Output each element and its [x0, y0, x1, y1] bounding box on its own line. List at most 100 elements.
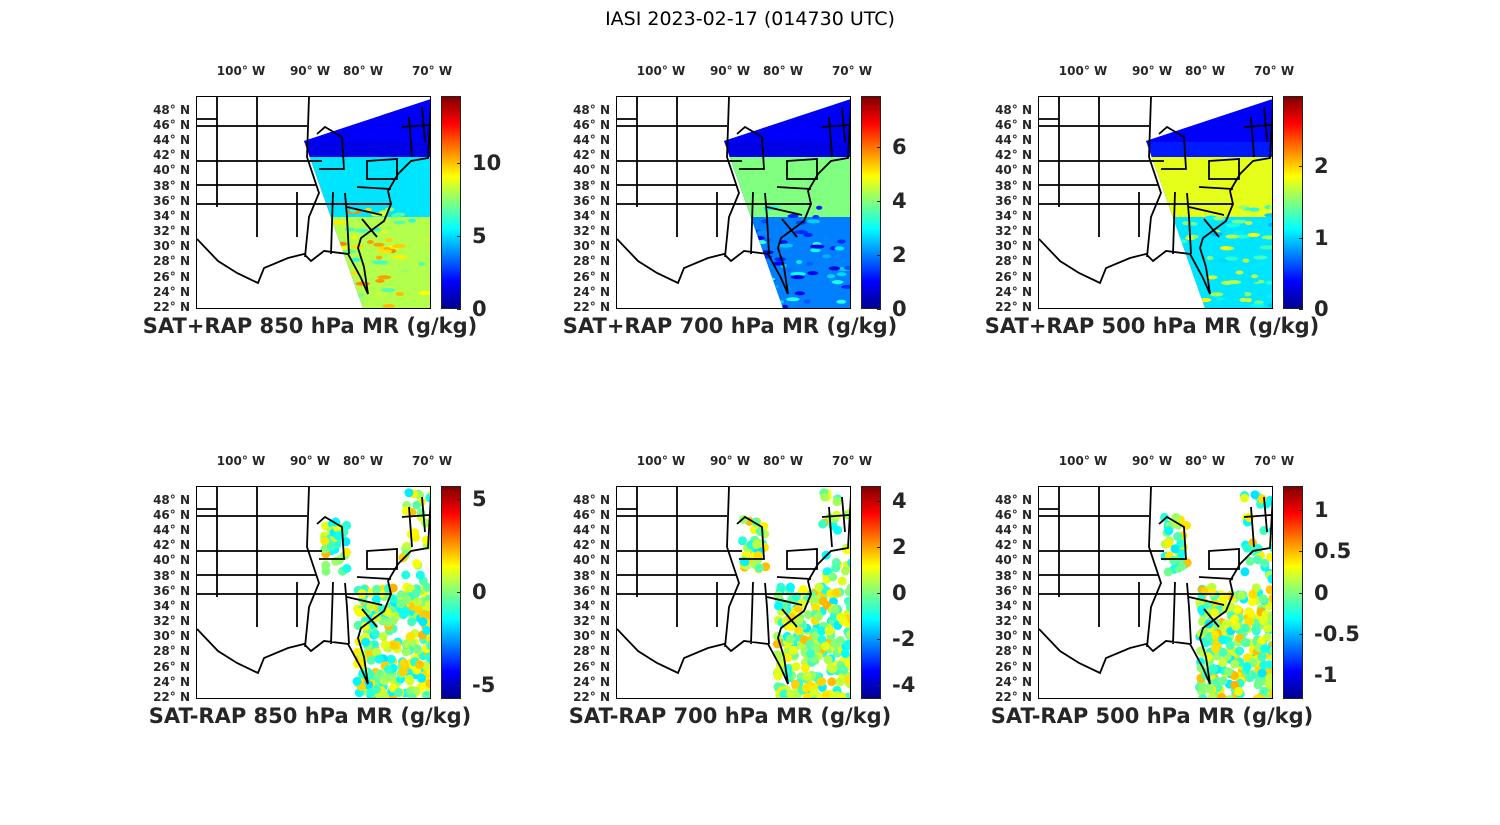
lat-tick-label: 28° N — [995, 254, 1032, 269]
map-axes — [616, 486, 851, 699]
lon-tick-label: 100° W — [1058, 454, 1108, 468]
data-point — [380, 640, 390, 650]
lat-tick-label: 48° N — [995, 492, 1032, 507]
data-patch — [418, 261, 426, 266]
lon-tick-label: 80° W — [762, 64, 804, 78]
lat-tick-label: 48° N — [153, 492, 190, 507]
data-point — [1173, 532, 1183, 541]
data-point — [1163, 567, 1173, 577]
data-point — [805, 639, 815, 649]
data-point — [383, 617, 393, 627]
lat-tick-label: 26° N — [573, 269, 610, 284]
colorbar-tick-mark — [877, 685, 881, 687]
data-patch — [422, 237, 430, 242]
lon-tick-label: 90° W — [709, 454, 751, 468]
data-point — [1257, 652, 1267, 662]
data-point — [822, 567, 832, 577]
data-patch — [377, 249, 393, 254]
data-point — [1218, 635, 1228, 645]
data-point — [383, 664, 393, 674]
data-point — [372, 584, 382, 594]
colorbar-tick-label: 2 — [1314, 154, 1329, 179]
data-patch — [1250, 303, 1265, 308]
colorbar-tick-mark — [877, 147, 881, 149]
data-point — [774, 601, 783, 611]
data-point — [802, 671, 812, 681]
data-point — [1253, 680, 1263, 690]
colorbar-tick-label: 0 — [472, 580, 487, 605]
data-patch — [335, 246, 348, 251]
data-point — [1268, 594, 1272, 603]
data-patch — [392, 244, 406, 249]
data-point — [411, 589, 420, 599]
data-point — [809, 688, 819, 698]
lat-tick-label: 32° N — [573, 614, 610, 629]
map-plot — [197, 97, 430, 308]
data-patch — [1175, 283, 1192, 288]
data-point — [1198, 693, 1208, 698]
data-patch — [836, 299, 847, 304]
data-patch — [775, 299, 785, 304]
data-point — [1240, 638, 1250, 648]
data-patch — [1226, 280, 1242, 285]
data-patch — [1239, 297, 1248, 302]
lat-tick-label: 44° N — [995, 523, 1032, 538]
colorbar-tick-label: -5 — [472, 673, 496, 698]
data-patch — [810, 248, 821, 253]
data-patch — [837, 239, 846, 244]
map-panel: 48° N 46° N 44° N 42° N 40° N 38° N 36° N 34° N… — [972, 450, 1360, 750]
data-patch — [372, 260, 388, 265]
data-point — [398, 667, 408, 677]
data-patch — [1210, 292, 1224, 297]
data-point — [753, 551, 763, 561]
data-point — [1225, 695, 1234, 698]
data-patch — [385, 238, 393, 243]
data-point — [1268, 646, 1272, 655]
data-point — [1257, 668, 1267, 678]
colorbar-tick-mark — [1299, 509, 1303, 511]
lat-tick-label: 46° N — [995, 117, 1032, 132]
data-patch — [1248, 207, 1260, 212]
data-point — [1242, 543, 1252, 553]
data-patch — [1220, 245, 1231, 250]
lat-tick-label: 46° N — [573, 117, 610, 132]
colorbar-tick-mark — [1299, 633, 1303, 635]
colorbar-tick-label: 2 — [892, 243, 907, 268]
colorbar-tick-mark — [1299, 551, 1303, 553]
lon-tick-label: 70° W — [1253, 64, 1295, 78]
data-point — [372, 647, 381, 657]
data-point — [1234, 686, 1244, 696]
data-patch — [836, 272, 847, 277]
data-patch — [834, 246, 845, 251]
colorbar-tick-label: 4 — [892, 488, 907, 513]
lat-tick-label: 22° N — [573, 300, 610, 314]
data-patch — [1261, 235, 1272, 240]
lat-tick-label: 38° N — [995, 178, 1032, 193]
data-patch — [1236, 234, 1251, 239]
data-patch — [1259, 245, 1272, 250]
data-point — [1233, 604, 1243, 614]
lat-tick-label: 30° N — [153, 239, 190, 254]
data-point — [388, 594, 398, 604]
colorbar-tick-mark — [877, 500, 881, 502]
data-patch — [1206, 256, 1214, 261]
colorbar-tick-label: 0 — [1314, 580, 1329, 605]
map-panel: 48° N 46° N 44° N 42° N 40° N 38° N 36° N 34° N… — [972, 60, 1352, 360]
map-axes — [196, 486, 431, 699]
coastline-and-borders — [617, 487, 850, 685]
data-point — [802, 692, 812, 698]
data-patch — [790, 272, 806, 277]
data-point — [786, 689, 796, 698]
data-point — [1231, 621, 1241, 631]
lat-tick-label: 30° N — [995, 629, 1032, 644]
data-point — [1197, 605, 1207, 615]
data-point — [1240, 493, 1249, 503]
lat-tick-label: 40° N — [153, 553, 190, 568]
map-plot — [617, 487, 850, 698]
data-point — [1160, 512, 1169, 522]
data-point — [794, 626, 804, 636]
lat-tick-label: 38° N — [995, 568, 1032, 583]
lat-tick-label: 42° N — [995, 148, 1032, 163]
data-patch — [794, 230, 809, 235]
data-point — [844, 657, 850, 667]
